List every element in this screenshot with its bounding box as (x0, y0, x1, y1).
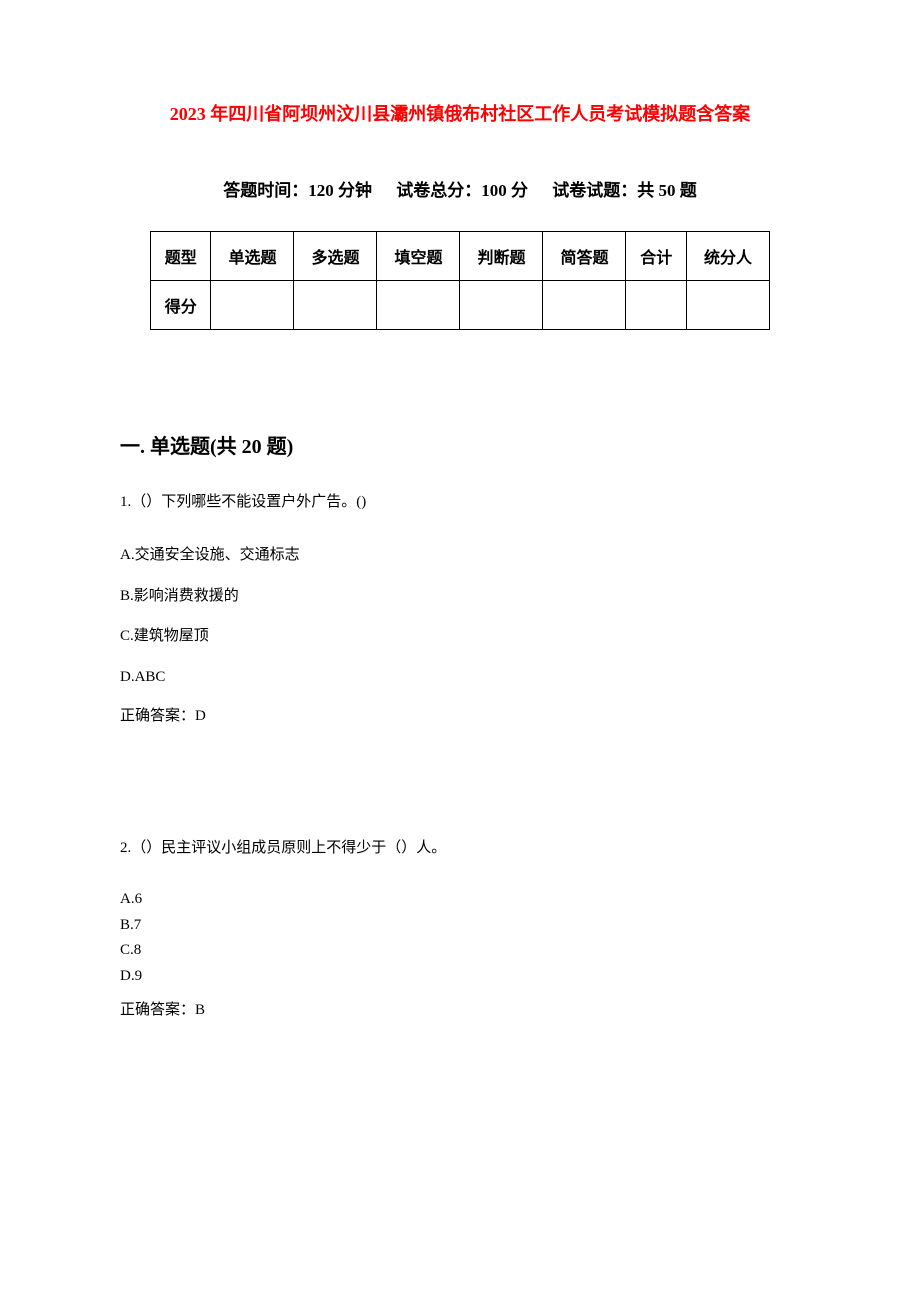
td-empty (377, 281, 460, 330)
table-row: 得分 (151, 281, 770, 330)
td-empty (686, 281, 769, 330)
answer: 正确答案：D (120, 703, 800, 730)
td-empty (460, 281, 543, 330)
option-d: D.9 (120, 964, 800, 990)
th-multi: 多选题 (294, 232, 377, 281)
question-text: 2.（）民主评议小组成员原则上不得少于（）人。 (120, 835, 800, 862)
th-type: 题型 (151, 232, 211, 281)
spacer (120, 775, 800, 835)
th-judge: 判断题 (460, 232, 543, 281)
question-1: 1.（）下列哪些不能设置户外广告。() A.交通安全设施、交通标志 B.影响消费… (120, 489, 800, 730)
exam-total: 试卷总分：100 分 (396, 181, 528, 200)
th-fill: 填空题 (377, 232, 460, 281)
exam-time: 答题时间：120 分钟 (223, 181, 372, 200)
option-c: C.8 (120, 938, 800, 964)
question-2: 2.（）民主评议小组成员原则上不得少于（）人。 A.6 B.7 C.8 D.9 … (120, 835, 800, 1024)
td-score-label: 得分 (151, 281, 211, 330)
option-a: A.交通安全设施、交通标志 (120, 541, 800, 570)
question-text: 1.（）下列哪些不能设置户外广告。() (120, 489, 800, 516)
option-c: C.建筑物屋顶 (120, 622, 800, 651)
table-row: 题型 单选题 多选题 填空题 判断题 简答题 合计 统分人 (151, 232, 770, 281)
td-empty (294, 281, 377, 330)
exam-count: 试卷试题：共 50 题 (552, 181, 697, 200)
option-b: B.7 (120, 913, 800, 939)
document-title: 2023 年四川省阿坝州汶川县灞州镇俄布村社区工作人员考试模拟题含答案 (120, 100, 800, 126)
td-empty (543, 281, 626, 330)
option-d: D.ABC (120, 663, 800, 692)
score-table: 题型 单选题 多选题 填空题 判断题 简答题 合计 统分人 得分 (150, 231, 770, 330)
th-single: 单选题 (211, 232, 294, 281)
td-empty (211, 281, 294, 330)
td-empty (626, 281, 686, 330)
answer: 正确答案：B (120, 997, 800, 1024)
section-heading: 一. 单选题(共 20 题) (120, 430, 800, 459)
option-a: A.6 (120, 887, 800, 913)
th-scorer: 统分人 (686, 232, 769, 281)
options: A.交通安全设施、交通标志 B.影响消费救援的 C.建筑物屋顶 D.ABC (120, 541, 800, 691)
th-short: 简答题 (543, 232, 626, 281)
options: A.6 B.7 C.8 D.9 (120, 887, 800, 989)
th-total: 合计 (626, 232, 686, 281)
option-b: B.影响消费救援的 (120, 582, 800, 611)
exam-info: 答题时间：120 分钟 试卷总分：100 分 试卷试题：共 50 题 (120, 176, 800, 201)
